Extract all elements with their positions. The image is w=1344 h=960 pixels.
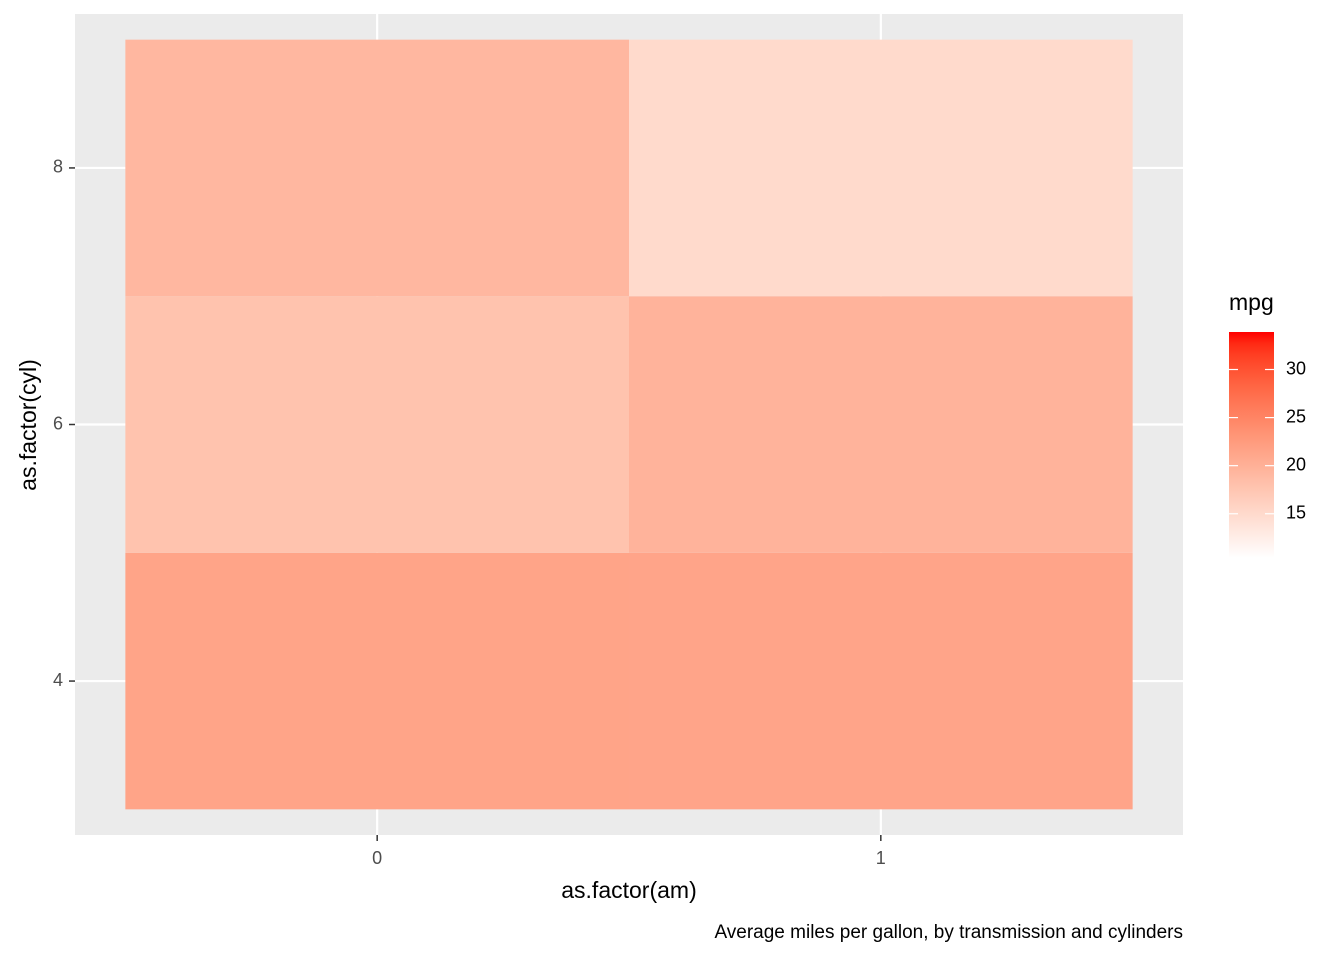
x-axis-title: as.factor(am)	[561, 877, 696, 903]
tile	[629, 296, 1133, 553]
tile	[629, 552, 1133, 810]
tile	[629, 39, 1133, 297]
caption: Average miles per gallon, by transmissio…	[714, 922, 1183, 943]
y-tick-label: 6	[53, 413, 63, 433]
tile	[125, 296, 629, 553]
y-tick-label: 4	[53, 670, 63, 690]
y-tick-label: 8	[53, 157, 63, 177]
colorbar	[1229, 332, 1274, 558]
tile	[125, 39, 629, 297]
colorbar-label: 25	[1286, 406, 1306, 426]
colorbar-label: 15	[1286, 503, 1306, 523]
x-tick-label: 0	[372, 848, 382, 868]
tile	[125, 552, 629, 810]
legend-title: mpg	[1229, 289, 1274, 315]
y-axis-title: as.factor(cyl)	[15, 359, 41, 491]
colorbar-label: 20	[1286, 454, 1306, 474]
x-tick-label: 1	[876, 848, 886, 868]
colorbar-label: 30	[1286, 358, 1306, 378]
